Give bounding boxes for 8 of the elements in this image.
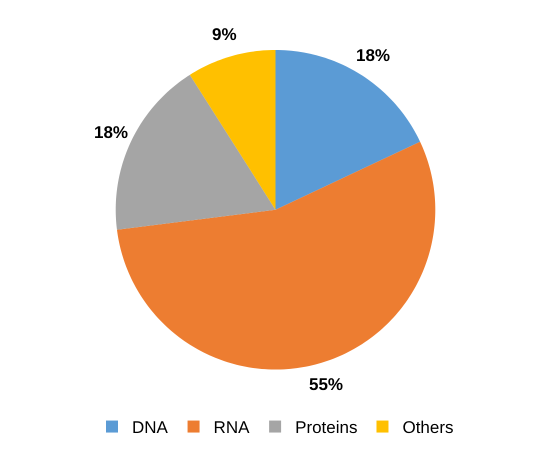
legend-label: Proteins [295, 418, 358, 438]
data-label: 9% [212, 25, 237, 44]
data-label: 55% [309, 375, 344, 394]
legend-label: RNA [214, 418, 250, 438]
data-label: 18% [356, 46, 390, 65]
data-label: 18% [94, 123, 128, 142]
legend-label: DNA [132, 418, 169, 438]
legend-label: Others [402, 418, 454, 438]
